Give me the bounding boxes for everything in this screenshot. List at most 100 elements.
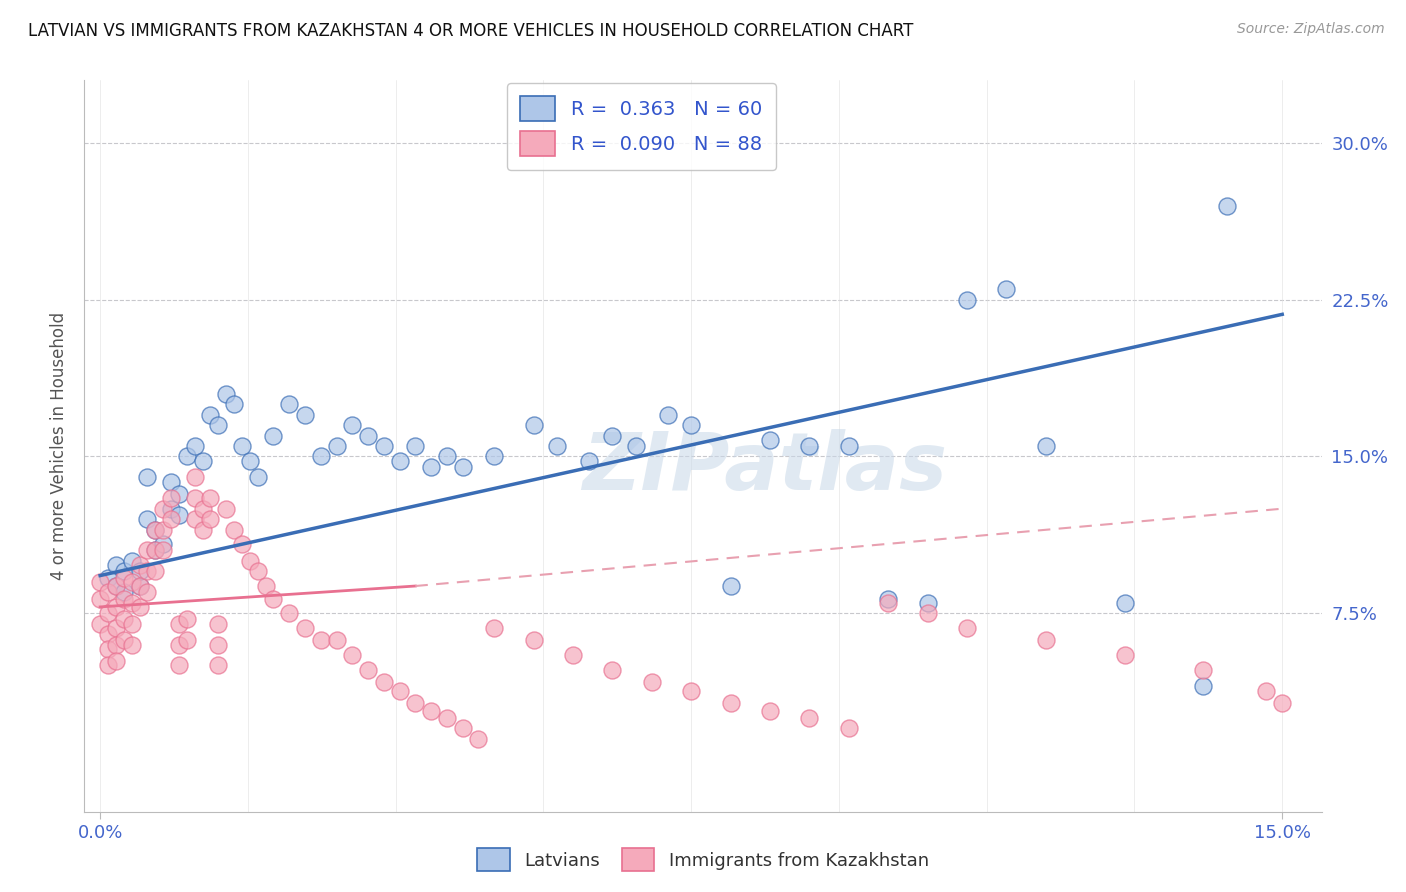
Point [104,638,127,652]
Point [207,616,229,631]
Point [183,491,205,506]
Point [121,616,143,631]
Point [97,658,120,673]
Point [578,453,600,467]
Point [191,453,214,467]
Point [167,658,190,673]
Point [1035,439,1057,453]
Point [1192,663,1215,677]
Point [128,558,150,573]
Point [104,654,127,668]
Point [546,439,568,453]
Point [176,633,198,648]
Point [309,633,332,648]
Point [239,453,262,467]
Point [1035,633,1057,648]
Point [759,705,782,719]
Point [160,501,183,516]
Point [451,721,474,735]
Point [143,543,166,558]
Point [1256,683,1278,698]
Point [191,501,214,516]
Text: ZIPatlas: ZIPatlas [582,429,948,507]
Point [152,523,174,537]
Point [681,683,703,698]
Point [278,606,301,620]
Point [294,621,316,635]
Point [183,470,205,484]
Point [420,459,443,474]
Point [89,591,111,606]
Y-axis label: 4 or more Vehicles in Household: 4 or more Vehicles in Household [49,312,67,580]
Legend: Latvians, Immigrants from Kazakhstan: Latvians, Immigrants from Kazakhstan [470,841,936,879]
Point [97,606,120,620]
Point [451,459,474,474]
Point [263,428,285,442]
Point [917,596,939,610]
Point [681,418,703,433]
Point [995,282,1018,296]
Point [112,571,135,585]
Point [720,579,742,593]
Point [254,579,277,593]
Point [246,565,269,579]
Point [152,501,174,516]
Point [200,408,222,422]
Point [482,621,505,635]
Point [89,616,111,631]
Point [160,475,183,489]
Point [104,579,127,593]
Point [404,696,426,710]
Point [143,543,166,558]
Point [128,599,150,614]
Point [136,543,159,558]
Point [104,579,127,593]
Point [482,450,505,464]
Point [373,439,395,453]
Point [357,428,380,442]
Point [112,633,135,648]
Point [143,523,166,537]
Point [720,696,742,710]
Point [104,599,127,614]
Point [112,612,135,626]
Point [325,439,347,453]
Point [388,453,411,467]
Text: Source: ZipAtlas.com: Source: ZipAtlas.com [1237,22,1385,37]
Point [121,596,143,610]
Point [167,508,190,522]
Point [1114,648,1136,662]
Point [136,565,159,579]
Text: LATVIAN VS IMMIGRANTS FROM KAZAKHSTAN 4 OR MORE VEHICLES IN HOUSEHOLD CORRELATIO: LATVIAN VS IMMIGRANTS FROM KAZAKHSTAN 4 … [28,22,914,40]
Point [641,675,664,690]
Point [325,633,347,648]
Point [128,579,150,593]
Point [357,663,380,677]
Point [877,591,900,606]
Point [143,565,166,579]
Point [128,565,150,579]
Point [121,638,143,652]
Point [1192,679,1215,693]
Point [183,439,205,453]
Point [128,579,150,593]
Point [838,721,860,735]
Point [167,487,190,501]
Point [436,450,458,464]
Point [522,418,544,433]
Point [200,512,222,526]
Point [759,433,782,447]
Point [342,418,364,433]
Point [143,523,166,537]
Point [562,648,585,662]
Point [1216,199,1239,213]
Point [877,596,900,610]
Point [467,731,489,746]
Point [917,606,939,620]
Point [799,711,821,725]
Point [89,574,111,589]
Point [160,491,183,506]
Point [207,638,229,652]
Point [152,537,174,551]
Point [215,501,238,516]
